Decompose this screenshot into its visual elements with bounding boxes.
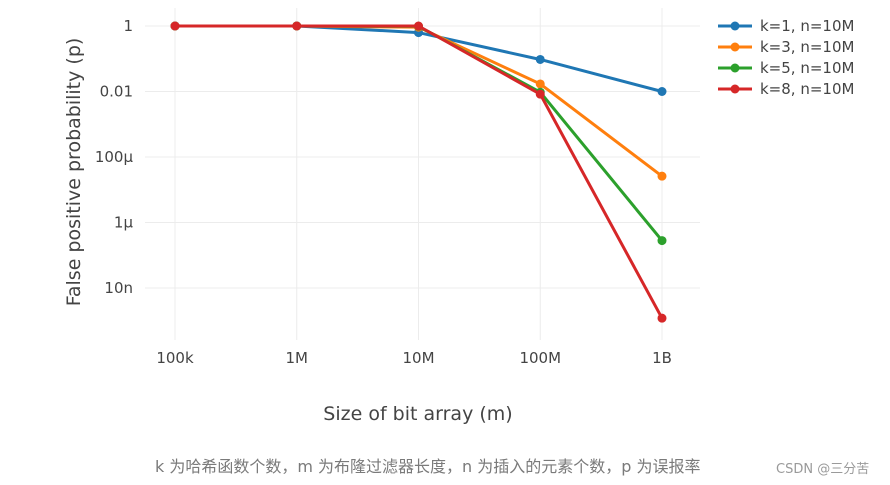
y-tick-label: 1 [123,17,133,35]
legend[interactable]: k=1, n=10M k=3, n=10M k=5, n=10M k=8, n=10M [718,17,854,98]
x-tick-label: 1M [286,349,309,367]
x-tick-label: 1B [652,349,672,367]
legend-swatch-marker [730,21,740,31]
y-axis-ticks: 1 0.01 100μ 1μ 10n [95,17,134,297]
data-point [657,87,667,96]
data-point [414,21,423,31]
legend-item[interactable]: k=3, n=10M [718,38,854,56]
x-tick-label: 100k [156,349,194,367]
data-point [535,79,545,89]
series-4 [170,21,667,323]
series-group [170,21,667,323]
x-axis-ticks: 100k 1M 10M 100M 1B [156,349,672,367]
y-axis-title: False positive probability (p) [63,38,85,307]
legend-label: k=5, n=10M [760,59,854,77]
legend-item[interactable]: k=5, n=10M [718,59,854,77]
legend-item[interactable]: k=1, n=10M [718,17,854,35]
data-point [535,89,545,99]
data-point [535,54,545,64]
data-point [657,236,667,246]
caption: k 为哈希函数个数，m 为布隆过滤器长度，n 为插入的元素个数，p 为误报率 [155,457,701,476]
data-point [292,21,302,31]
data-point [657,313,667,323]
legend-label: k=8, n=10M [760,80,854,98]
data-point [657,171,667,181]
data-point [170,21,180,31]
x-axis-title: Size of bit array (m) [323,403,512,425]
legend-label: k=3, n=10M [760,38,854,56]
x-tick-label: 100M [519,349,561,367]
legend-label: k=1, n=10M [760,17,854,35]
y-tick-label: 1μ [114,214,134,232]
legend-swatch-marker [730,63,740,73]
legend-swatch-marker [730,84,740,94]
y-tick-label: 10n [104,279,133,297]
watermark: CSDN @三分苦 [776,462,870,477]
legend-item[interactable]: k=8, n=10M [718,80,854,98]
grid-lines [145,8,700,340]
x-tick-label: 10M [402,349,434,367]
y-tick-label: 0.01 [100,83,133,101]
legend-swatch-marker [730,42,740,52]
y-tick-label: 100μ [95,148,134,166]
